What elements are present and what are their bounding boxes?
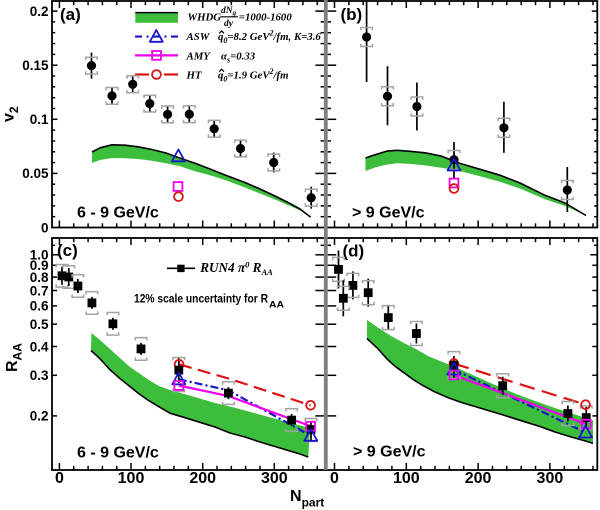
svg-text:HT: HT bbox=[186, 69, 202, 81]
svg-text:> 9 GeV/c: > 9 GeV/c bbox=[353, 444, 426, 461]
svg-text:AA: AA bbox=[269, 299, 285, 309]
svg-text:1.0: 1.0 bbox=[30, 248, 49, 263]
svg-text:0.05: 0.05 bbox=[22, 166, 49, 181]
svg-text:0: 0 bbox=[330, 470, 339, 487]
svg-text:dNg: dNg bbox=[221, 6, 237, 17]
svg-text:0: 0 bbox=[55, 470, 64, 487]
svg-text:100: 100 bbox=[393, 470, 420, 487]
svg-text:0.2: 0.2 bbox=[30, 4, 49, 19]
svg-text:WHDG: WHDG bbox=[188, 11, 222, 23]
svg-text:0.2: 0.2 bbox=[30, 409, 49, 424]
svg-text:0.6: 0.6 bbox=[30, 299, 49, 314]
svg-text:200: 200 bbox=[465, 470, 492, 487]
svg-text:0.8: 0.8 bbox=[30, 270, 49, 285]
svg-text:300: 300 bbox=[261, 470, 288, 487]
svg-text:(b): (b) bbox=[341, 5, 363, 24]
svg-text:0.3: 0.3 bbox=[30, 368, 49, 383]
svg-text:0.15: 0.15 bbox=[22, 58, 49, 73]
svg-text:200: 200 bbox=[189, 470, 216, 487]
svg-text:q0=8.2 GeV2/fm, K=3.6: q0=8.2 GeV2/fm, K=3.6 bbox=[218, 29, 321, 46]
svg-text:AMY: AMY bbox=[186, 50, 212, 62]
svg-text:0.7: 0.7 bbox=[30, 283, 49, 298]
svg-text:(d): (d) bbox=[343, 242, 365, 261]
svg-text:q0=1.9 GeV2/fm: q0=1.9 GeV2/fm bbox=[218, 67, 289, 84]
svg-text:0.4: 0.4 bbox=[30, 339, 49, 354]
svg-text:αs=0.33: αs=0.33 bbox=[221, 50, 256, 64]
svg-text:0: 0 bbox=[41, 220, 49, 235]
svg-text:12% scale uncertainty for R: 12% scale uncertainty for R bbox=[134, 292, 268, 306]
svg-text:dy: dy bbox=[224, 19, 234, 29]
svg-text:300: 300 bbox=[537, 470, 564, 487]
svg-text:RUN4 π0 RAA: RUN4 π0 RAA bbox=[199, 260, 273, 278]
svg-text:(a): (a) bbox=[60, 5, 81, 24]
svg-text:(c): (c) bbox=[57, 241, 78, 260]
svg-text:0.1: 0.1 bbox=[30, 112, 49, 127]
svg-text:0.5: 0.5 bbox=[30, 317, 49, 332]
svg-text:=1000-1600: =1000-1600 bbox=[239, 11, 293, 23]
svg-text:ASW: ASW bbox=[186, 31, 211, 43]
svg-text:> 9 GeV/c: > 9 GeV/c bbox=[352, 205, 425, 222]
svg-text:6 - 9 GeV/c: 6 - 9 GeV/c bbox=[77, 445, 159, 462]
svg-text:0.9: 0.9 bbox=[30, 258, 49, 273]
svg-text:100: 100 bbox=[118, 470, 145, 487]
svg-text:6 - 9 GeV/c: 6 - 9 GeV/c bbox=[77, 205, 159, 222]
